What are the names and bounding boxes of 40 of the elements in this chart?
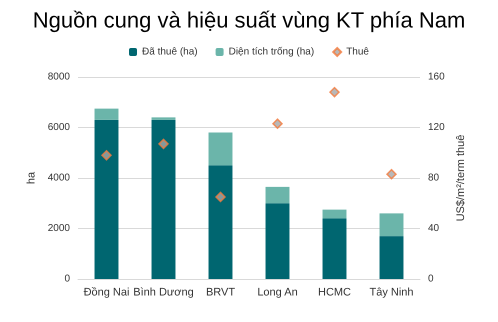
point xyxy=(158,138,169,150)
bar xyxy=(266,186,290,204)
y-tick-label: 4000 xyxy=(48,172,70,184)
bar xyxy=(94,120,118,279)
y2-tick-label: 120 xyxy=(428,122,446,133)
bar xyxy=(322,218,346,279)
bar xyxy=(94,108,118,120)
bar xyxy=(208,165,232,279)
legend-label: Diện tích trống (ha) xyxy=(228,46,314,58)
y-tick-label: 6000 xyxy=(48,122,70,133)
x-tick-label: Tây Ninh xyxy=(369,286,414,298)
bar xyxy=(380,213,404,236)
x-tick-label: Đồng Nai xyxy=(84,286,130,298)
bar xyxy=(322,210,346,218)
x-tick-label: Long An xyxy=(257,286,298,298)
y2-tick-label: 40 xyxy=(428,223,440,234)
point xyxy=(272,118,283,129)
x-tick-label: HCMC xyxy=(318,286,352,298)
x-tick-label: Bình Dương xyxy=(133,286,194,298)
chart-title: Nguồn cung và hiệu suất vùng KT phía Nam xyxy=(32,8,466,32)
legend-label: Thuê xyxy=(346,46,370,58)
y2-tick-label: 80 xyxy=(428,172,440,184)
point xyxy=(215,192,226,202)
bar xyxy=(208,132,232,166)
y-tick-label: 0 xyxy=(64,274,70,284)
x-tick-label: BRVT xyxy=(206,286,236,298)
point xyxy=(101,150,112,161)
bar xyxy=(380,236,404,279)
y2-axis-title: US$/m²/term thuê xyxy=(455,134,468,222)
legend-label: Đã thuê (ha) xyxy=(142,46,198,58)
bar xyxy=(266,203,290,279)
y2-tick-label: 0 xyxy=(428,274,434,284)
point xyxy=(329,86,340,98)
y2-tick-label: 160 xyxy=(428,72,446,82)
point xyxy=(386,168,397,180)
y-tick-label: 8000 xyxy=(48,72,70,82)
y-axis-title: ha xyxy=(25,171,38,184)
bar xyxy=(152,120,176,279)
bar xyxy=(152,117,176,120)
y-tick-label: 2000 xyxy=(48,223,70,234)
